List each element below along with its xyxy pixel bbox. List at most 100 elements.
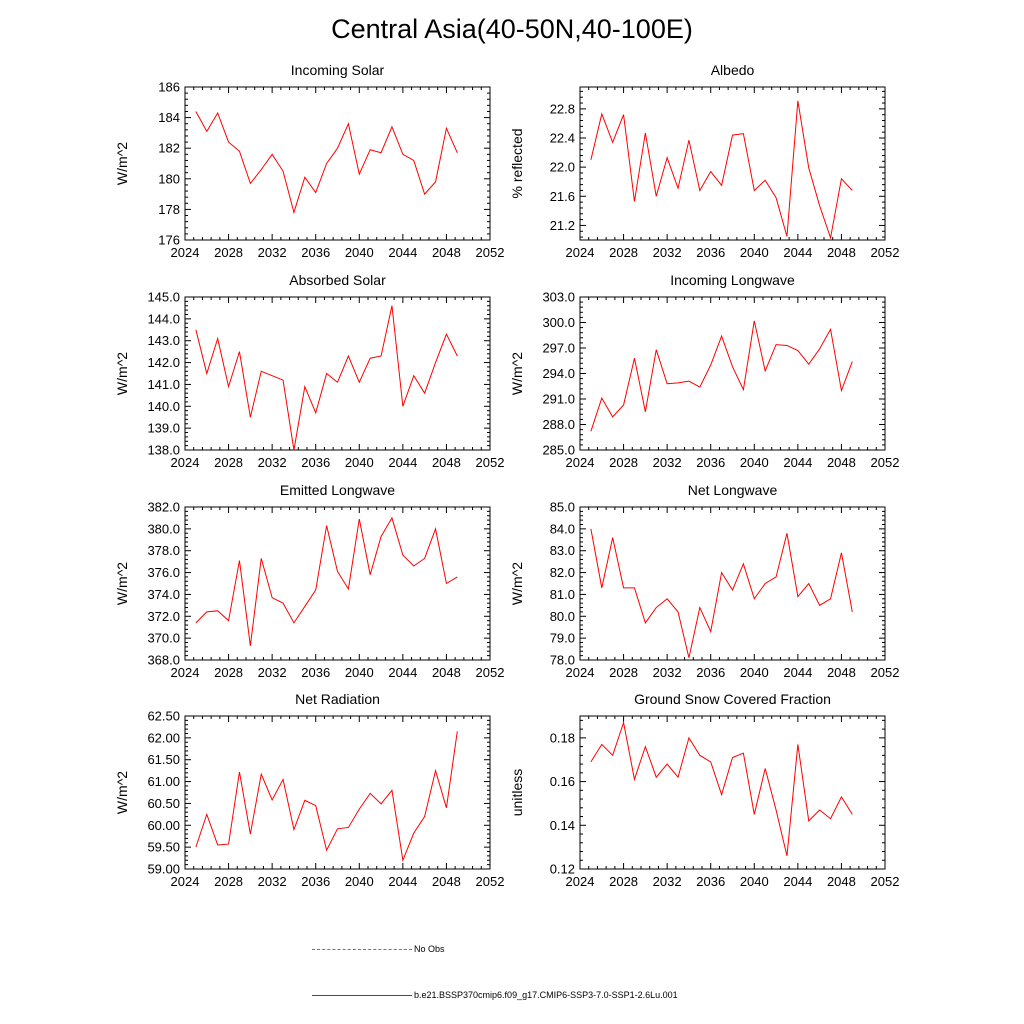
y-tick-label: 79.0 [550, 631, 575, 646]
y-tick-label: 0.16 [550, 774, 575, 789]
x-tick-label: 2048 [432, 455, 461, 470]
x-tick-label: 2032 [258, 245, 287, 260]
x-tick-label: 2028 [214, 455, 243, 470]
y-tick-label: 82.0 [550, 565, 575, 580]
panel-title: Absorbed Solar [289, 272, 386, 288]
x-tick-label: 2040 [740, 245, 769, 260]
x-tick-label: 2024 [171, 874, 200, 889]
y-axis-label: % reflected [509, 128, 525, 198]
x-tick-label: 2024 [566, 874, 595, 889]
y-tick-label: 62.50 [147, 709, 180, 724]
series-line [590, 528, 853, 658]
panel-incoming-longwave: 2024 2028 2032 2036 2040 2044 2048 2052 285.0 288… [509, 272, 899, 470]
x-tick-label: 2036 [301, 874, 330, 889]
series-line [195, 305, 458, 451]
x-tick-label: 2040 [345, 245, 374, 260]
x-tick-label: 2044 [388, 874, 417, 889]
x-tick-label: 2052 [871, 455, 900, 470]
y-tick-label: 140.0 [147, 399, 180, 414]
y-tick-label: 21.6 [550, 189, 575, 204]
y-tick-label: 300.0 [542, 315, 575, 330]
x-tick-label: 2040 [345, 455, 374, 470]
x-tick-label: 2048 [827, 245, 856, 260]
series-line [590, 320, 853, 432]
y-tick-label: 60.00 [147, 818, 180, 833]
y-axis-label: W/m^2 [509, 352, 525, 395]
panel-title: Net Longwave [688, 482, 778, 498]
y-tick-label: 0.18 [550, 730, 575, 745]
y-tick-label: 85.0 [550, 500, 575, 515]
x-tick-label: 2024 [171, 245, 200, 260]
panel-title: Ground Snow Covered Fraction [634, 691, 831, 707]
x-tick-label: 2052 [871, 665, 900, 680]
x-tick-label: 2032 [258, 874, 287, 889]
x-tick-label: 2040 [345, 665, 374, 680]
y-tick-label: 62.00 [147, 730, 180, 745]
y-tick-label: 84.0 [550, 521, 575, 536]
y-tick-label: 297.0 [542, 341, 575, 356]
x-tick-label: 2052 [871, 245, 900, 260]
series-line [195, 111, 458, 215]
x-tick-label: 2052 [476, 455, 505, 470]
x-tick-label: 2048 [432, 874, 461, 889]
legend-label: No Obs [414, 944, 445, 954]
x-tick-label: 2024 [566, 245, 595, 260]
y-tick-label: 141.0 [147, 377, 180, 392]
y-tick-label: 178 [158, 202, 180, 217]
x-tick-label: 2028 [214, 245, 243, 260]
plot-frame [579, 715, 886, 870]
plot-frame [184, 86, 491, 241]
x-tick-label: 2032 [653, 245, 682, 260]
series-line [590, 720, 853, 857]
panel-net-longwave: 2024 2028 2032 2036 2040 2044 2048 2052 78.0 79.0… [509, 482, 899, 680]
x-tick-label: 2032 [258, 455, 287, 470]
y-axis-label: W/m^2 [114, 142, 130, 185]
y-tick-label: 370.0 [147, 631, 180, 646]
x-tick-label: 2028 [214, 665, 243, 680]
y-axis-label: unitless [509, 769, 525, 816]
x-tick-label: 2028 [214, 874, 243, 889]
y-tick-label: 145.0 [147, 290, 180, 305]
y-tick-label: 61.00 [147, 774, 180, 789]
y-tick-label: 0.14 [550, 818, 575, 833]
y-tick-label: 294.0 [542, 366, 575, 381]
legend-label: b.e21.BSSP370cmip6.f09_g17.CMIP6-SSP3-7.… [414, 990, 678, 1000]
y-tick-label: 22.4 [550, 131, 575, 146]
y-tick-label: 83.0 [550, 543, 575, 558]
x-tick-label: 2036 [301, 665, 330, 680]
y-tick-label: 61.50 [147, 752, 180, 767]
series-line [590, 100, 853, 240]
y-tick-label: 59.00 [147, 862, 180, 877]
panel-title: Albedo [711, 62, 755, 78]
y-tick-label: 22.8 [550, 101, 575, 116]
y-tick-label: 80.0 [550, 609, 575, 624]
x-tick-label: 2052 [476, 245, 505, 260]
y-tick-label: 376.0 [147, 565, 180, 580]
y-tick-label: 60.50 [147, 796, 180, 811]
x-tick-label: 2052 [476, 874, 505, 889]
series-line [195, 731, 458, 863]
y-tick-label: 139.0 [147, 421, 180, 436]
x-tick-label: 2044 [783, 874, 812, 889]
x-tick-label: 2032 [653, 455, 682, 470]
panel-absorbed-solar: 2024 2028 2032 2036 2040 2044 2048 2052 138.0 139… [114, 272, 504, 470]
x-tick-label: 2036 [696, 245, 725, 260]
x-tick-label: 2032 [653, 874, 682, 889]
plot-frame [184, 715, 491, 870]
x-tick-label: 2040 [740, 665, 769, 680]
x-tick-label: 2032 [653, 665, 682, 680]
y-tick-label: 21.2 [550, 218, 575, 233]
y-axis-label: W/m^2 [509, 562, 525, 605]
x-tick-label: 2028 [609, 665, 638, 680]
x-tick-label: 2044 [783, 245, 812, 260]
legend-swatch [312, 995, 412, 996]
x-tick-label: 2040 [740, 455, 769, 470]
y-tick-label: 186 [158, 80, 180, 95]
x-tick-label: 2048 [432, 665, 461, 680]
plot-frame [579, 506, 886, 661]
x-tick-label: 2048 [827, 665, 856, 680]
y-tick-label: 303.0 [542, 290, 575, 305]
x-tick-label: 2044 [388, 665, 417, 680]
y-tick-label: 291.0 [542, 392, 575, 407]
y-tick-label: 22.0 [550, 160, 575, 175]
